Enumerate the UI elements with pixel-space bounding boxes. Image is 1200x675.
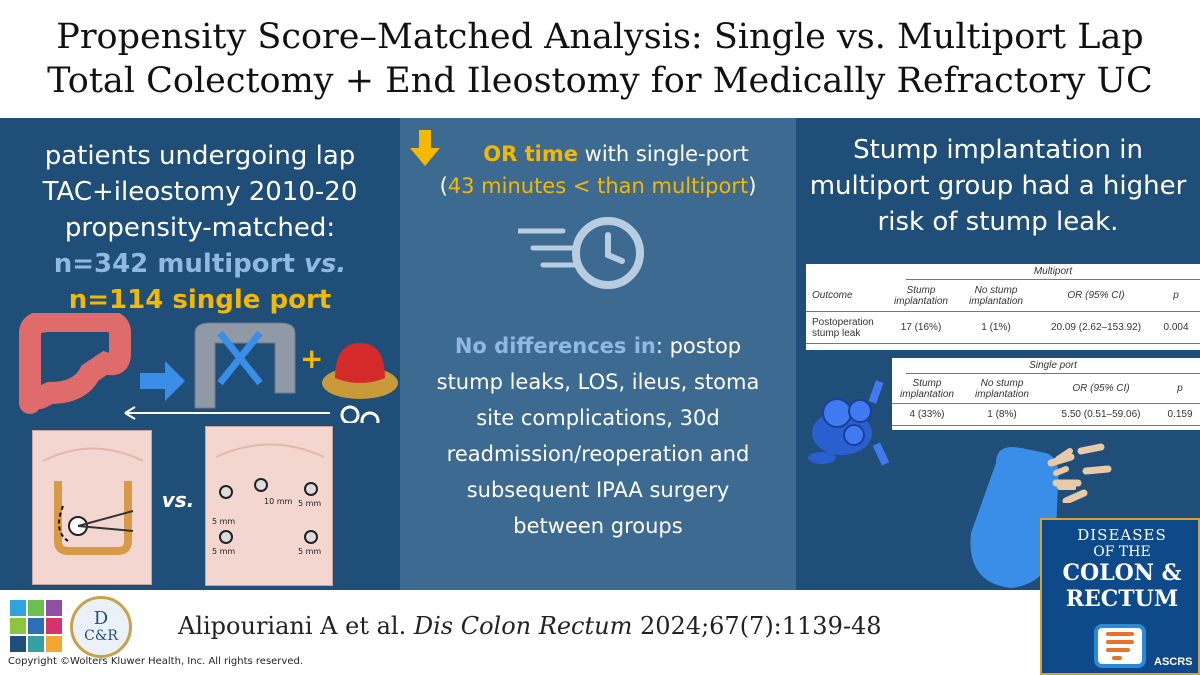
vs-label-2: vs. — [161, 488, 195, 512]
cell-or: 5.50 (0.51–59.06) — [1061, 409, 1141, 420]
multiport-table-header: Multiport — [906, 264, 1200, 280]
abdomen-multiport-image — [32, 430, 152, 585]
col-stump: Stump implantation — [894, 284, 948, 307]
or-time-detail: 43 minutes < than multiport — [447, 174, 749, 198]
port-label-5mm-d: 5 mm — [298, 547, 322, 556]
no-differences-label: No differences in — [454, 334, 656, 358]
singleport-table-header: Single port — [906, 358, 1200, 374]
col-no-stump: No stump implantation — [969, 284, 1023, 307]
col-or: OR (95% CI) — [1067, 290, 1125, 301]
colon-illustration: + — [19, 313, 398, 423]
right-panel: Stump implantation in multiport group ha… — [796, 118, 1200, 590]
journal-line-3: COLON & — [1062, 560, 1182, 586]
cell-no-stump: 1 (1%) — [981, 322, 1011, 333]
population-line-3: propensity-matched: — [64, 213, 336, 243]
or-time-finding: OR time with single-port (43 minutes < t… — [400, 138, 796, 202]
col-p: p — [1173, 290, 1179, 301]
population-line-1: patients undergoing lap — [44, 141, 356, 171]
or-time-rest: with single-port — [578, 142, 749, 166]
plus-sign: + — [300, 342, 323, 375]
paren-open: ( — [439, 174, 448, 198]
row-label: Postoperation stump leak — [812, 316, 874, 339]
middle-panel: OR time with single-port (43 minutes < t… — [400, 118, 796, 590]
no-differences-text: No differences in: postop stump leaks, L… — [420, 328, 776, 544]
journal-line-1: DISEASES — [1077, 526, 1167, 544]
wolters-kluwer-logo — [10, 600, 62, 652]
copyright-text: Copyright ©Wolters Kluwer Health, Inc. A… — [8, 656, 304, 667]
col-outcome: Outcome — [812, 290, 853, 301]
port-label-5mm-a: 5 mm — [298, 499, 322, 508]
cell-stump: 17 (16%) — [900, 322, 942, 333]
col-stump: Stump implantation — [900, 377, 954, 400]
port-label-5mm-b: 5 mm — [212, 517, 236, 526]
clock-icon — [518, 217, 644, 289]
left-panel: patients undergoing lap TAC+ileostomy 20… — [0, 118, 400, 590]
citation-journal: Dis Colon Rectum — [413, 612, 633, 640]
citation-ref: 2024;67(7):1139-48 — [639, 612, 882, 640]
citation: Alipouriani A et al. Dis Colon Rectum 20… — [178, 612, 882, 640]
citation-authors: Alipouriani A et al. — [178, 612, 407, 640]
journal-line-4: RECTUM — [1065, 586, 1179, 612]
journal-cover-badge: DISEASES OF THE COLON & RECTUM ASCRS — [1040, 518, 1200, 675]
stump-finding-text: Stump implantation in multiport group ha… — [809, 135, 1187, 237]
arrow-right-icon — [140, 361, 185, 401]
abdomen-singleport-image: 10 mm 5 mm 5 mm 5 mm 5 mm — [205, 426, 333, 586]
singleport-table: Single port Stump implantation No stump … — [892, 358, 1200, 430]
leak-drops-icon — [1047, 443, 1112, 503]
dcr-logo: D C&R — [70, 596, 132, 658]
study-population-text: patients undergoing lap TAC+ileostomy 20… — [0, 138, 400, 318]
port-label-10mm: 10 mm — [264, 497, 293, 506]
col-or: OR (95% CI) — [1072, 383, 1130, 394]
cell-stump: 4 (33%) — [909, 409, 945, 420]
stump-leak-icon — [970, 447, 1076, 588]
singleport-count: n=114 single port — [68, 285, 332, 315]
col-no-stump: No stump implantation — [975, 377, 1029, 400]
single-port-device-icon — [808, 380, 890, 466]
title-line-2: Total Colectomy + End Ileostomy for Medi… — [47, 61, 1153, 101]
page-title: Propensity Score–Matched Analysis: Singl… — [0, 0, 1200, 118]
paren-close: ) — [748, 174, 757, 198]
dcr-logo-top: D — [93, 608, 109, 629]
ascrs-label: ASCRS — [1154, 656, 1193, 668]
vs-label: vs. — [303, 249, 347, 279]
title-line-1: Propensity Score–Matched Analysis: Singl… — [56, 17, 1144, 57]
multiport-table: Multiport Outcome Stump implantation No … — [806, 264, 1200, 350]
arrow-down-icon — [410, 130, 440, 166]
cell-or: 20.09 (2.62–153.92) — [1050, 322, 1142, 333]
population-line-2: TAC+ileostomy 2010-20 — [42, 177, 358, 207]
multiport-count: n=342 multiport — [53, 249, 295, 279]
cell-p: 0.004 — [1163, 322, 1189, 333]
no-differences-list: : postop stump leaks, LOS, ileus, stoma … — [436, 334, 760, 538]
table-row: 4 (33%) 1 (8%) 5.50 (0.51–59.06) 0.159 — [892, 404, 1200, 426]
journal-line-2: OF THE — [1093, 544, 1151, 560]
ascrs-logo — [1094, 624, 1146, 668]
port-label-5mm-c: 5 mm — [212, 547, 236, 556]
table-row: Postoperation stump leak 17 (16%) 1 (1%)… — [806, 312, 1200, 344]
or-time-label: OR time — [483, 142, 578, 166]
cell-no-stump: 1 (8%) — [987, 409, 1017, 420]
dcr-logo-bottom: C&R — [84, 628, 118, 644]
col-p: p — [1177, 383, 1183, 394]
cell-p: 0.159 — [1167, 409, 1193, 420]
